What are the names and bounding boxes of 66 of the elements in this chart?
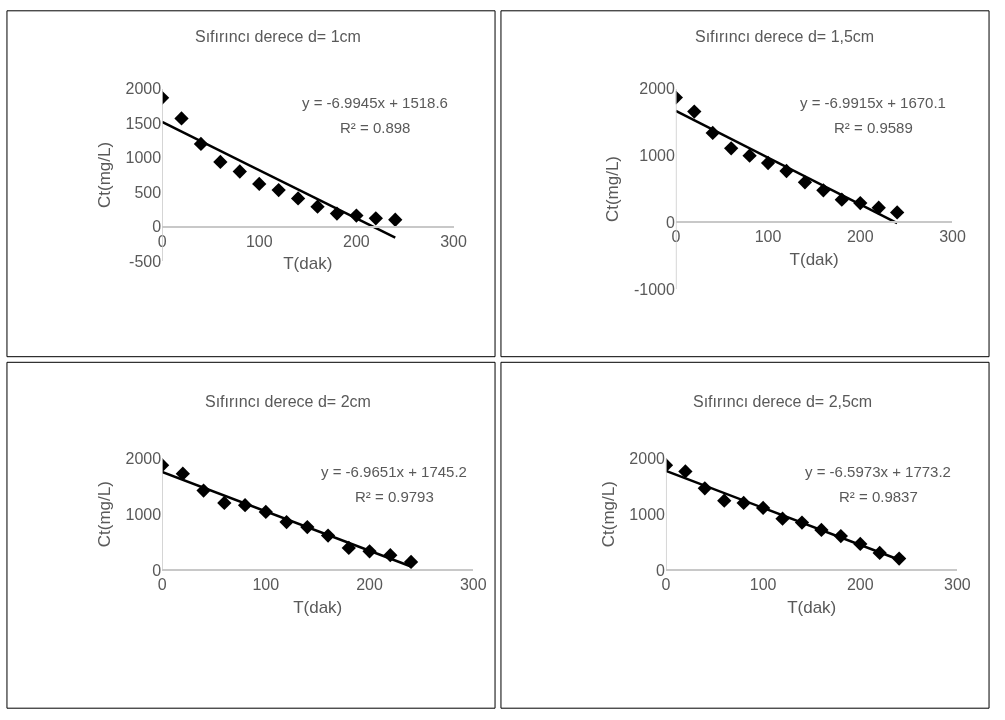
point — [403, 554, 419, 570]
point — [232, 164, 247, 179]
x-tick-label: 300 — [944, 576, 971, 594]
y-tick-label: 2000 — [639, 80, 675, 98]
annotation: y = -6.9945x + 1518.6 — [302, 94, 448, 111]
point — [678, 464, 693, 479]
x-tick-label: 100 — [252, 576, 280, 594]
x-axis-title: T(dak) — [789, 250, 839, 270]
y-tick-label: 1000 — [125, 505, 162, 523]
point — [310, 199, 325, 214]
x-tick-label: 200 — [846, 228, 874, 246]
x-tick-label: 300 — [440, 232, 467, 250]
y-tick-label: 1500 — [125, 114, 162, 132]
annotation: R² = 0.9837 — [839, 488, 918, 505]
x-tick-label: 300 — [939, 228, 966, 246]
x-tick-label: 100 — [245, 232, 273, 250]
x-axis-title: T(dak) — [787, 598, 837, 618]
point — [252, 176, 267, 192]
point — [271, 182, 286, 198]
y-tick-label: -500 — [129, 252, 162, 270]
annotation: y = -6.5973x + 1773.2 — [805, 463, 951, 480]
point — [890, 205, 905, 220]
x-tick-label: 300 — [459, 576, 487, 594]
annotation: y = -6.9651x + 1745.2 — [321, 463, 467, 480]
point — [368, 211, 383, 226]
y-tick-label: 1000 — [639, 147, 675, 165]
x-tick-label: 100 — [749, 576, 777, 594]
chart-title: Sıfırıncı derece d= 1,5cm — [695, 28, 875, 45]
y-axis-title: Ct(mg/L) — [95, 141, 115, 209]
y-tick-label: 2000 — [629, 449, 666, 467]
point — [388, 212, 403, 227]
annotation: y = -6.9915x + 1670.1 — [800, 94, 946, 111]
annotation: R² = 0.9589 — [834, 119, 913, 136]
y-tick-label: 2000 — [125, 80, 162, 98]
y-axis-title: Ct(mg/L) — [95, 481, 115, 548]
y-axis-title: Ct(mg/L) — [598, 481, 618, 548]
point — [717, 493, 732, 508]
point — [217, 495, 232, 511]
x-tick-label: 200 — [356, 576, 384, 594]
point — [742, 148, 757, 163]
chart-title: Sıfırıncı derece d= 2cm — [205, 393, 371, 410]
y-tick-label: 1000 — [629, 505, 666, 523]
y-tick-label: 500 — [134, 183, 162, 201]
chart-title: Sıfırıncı derece d= 1cm — [195, 28, 361, 45]
chart-title: Sıfırıncı derece d= 2,5cm — [693, 393, 873, 410]
point — [871, 200, 886, 215]
y-tick-label: 0 — [152, 562, 162, 579]
point — [213, 154, 228, 170]
y-tick-label: 2000 — [125, 449, 162, 467]
point — [724, 141, 739, 156]
point — [174, 111, 189, 126]
x-tick-label: 200 — [343, 232, 370, 250]
y-axis-title: Ct(mg/L) — [603, 155, 623, 223]
point — [687, 104, 702, 119]
x-tick-label: 200 — [846, 576, 874, 594]
annotation: R² = 0.898 — [340, 119, 411, 136]
annotation: R² = 0.9793 — [355, 488, 434, 505]
y-tick-label: 1000 — [125, 149, 162, 167]
point — [175, 466, 190, 481]
x-tick-label: 100 — [754, 228, 782, 246]
y-tick-label: 0 — [656, 562, 666, 579]
x-axis-title: T(dak) — [283, 254, 333, 274]
x-axis-title: T(dak) — [293, 598, 343, 618]
y-tick-label: -1000 — [633, 280, 675, 298]
point — [760, 155, 776, 171]
point — [290, 191, 306, 206]
